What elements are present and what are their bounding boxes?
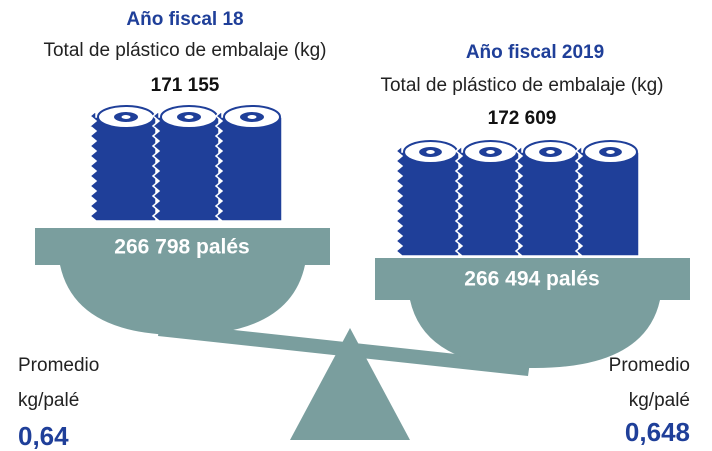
right-avg-label: Promedio (609, 355, 690, 376)
roll-hole (247, 115, 257, 119)
left-pallet (35, 228, 330, 265)
right-total: 172 609 (488, 108, 557, 129)
right-pallet (375, 258, 690, 300)
roll-body (514, 144, 580, 257)
roll-body (214, 109, 283, 222)
fulcrum (290, 328, 410, 440)
roll-hole (546, 150, 555, 154)
right-title: Año fiscal 2019 (466, 42, 604, 63)
roll-body (574, 144, 640, 257)
roll-hole (486, 150, 495, 154)
left-subtitle: Total de plástico de embalaje (kg) (43, 40, 326, 61)
left-avg-value: 0,64 (18, 421, 69, 451)
roll-body (394, 144, 460, 257)
right-bowl (410, 300, 660, 368)
left-bowl (60, 265, 305, 335)
left-title: Año fiscal 18 (126, 9, 243, 30)
left-pallets: 266 798 palés (114, 236, 249, 259)
left-avg-unit: kg/palé (18, 390, 79, 411)
scale-drawing (35, 105, 690, 440)
right-avg-unit: kg/palé (629, 390, 690, 411)
left-avg-label: Promedio (18, 355, 99, 376)
roll-body (88, 109, 157, 222)
left-total: 171 155 (151, 75, 220, 96)
roll-hole (606, 150, 615, 154)
roll-body (151, 109, 220, 222)
roll-hole (121, 115, 131, 119)
right-avg-value: 0,648 (625, 417, 690, 447)
roll-hole (184, 115, 194, 119)
roll-hole (426, 150, 435, 154)
right-pallets: 266 494 palés (464, 268, 599, 291)
right-subtitle: Total de plástico de embalaje (kg) (380, 75, 663, 96)
roll-body (454, 144, 520, 257)
